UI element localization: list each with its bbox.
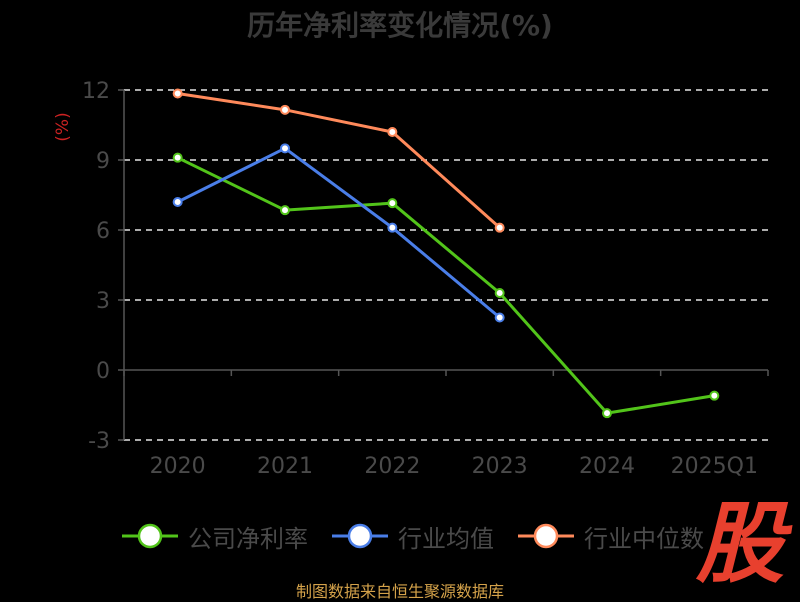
y-tick-label: 9 [96,149,110,174]
data-point [172,88,183,99]
legend-label: 公司净利率 [188,524,308,553]
data-point [172,152,183,163]
data-point [494,222,505,233]
data-point [280,143,290,154]
data-point [280,205,290,216]
axes: 12 9 6 3 0 -3 2020 2021 2022 2023 2024 2025Q1 [82,79,769,479]
y-tick-label: -3 [88,429,110,454]
data-point [387,198,398,209]
y-tick-label: 6 [96,219,110,244]
data-source: 制图数据来自恒生聚源数据库 [295,582,504,601]
legend-item[interactable]: 行业均值 [330,518,494,554]
legend-marker [518,523,574,549]
legend-marker [332,523,388,549]
legend-marker [122,523,178,549]
data-point [709,390,720,401]
x-tick-label: 2021 [257,454,313,479]
data-point [602,408,612,419]
x-tick-label: 2023 [472,454,528,479]
y-axis-label: (%) [53,112,73,141]
data-point [172,197,183,207]
series-line [177,92,501,229]
series-lines [172,88,720,419]
legend-item[interactable]: 行业中位数 [516,518,704,554]
data-point [494,288,505,298]
legend-label: 行业均值 [398,524,494,553]
series-line [176,146,501,319]
y-tick-label: 0 [96,359,110,384]
y-tick-label: 12 [82,79,110,104]
x-tick-label: 2024 [579,454,635,479]
brand-logo: 股 [695,492,784,595]
y-tick-label: 3 [96,289,110,314]
data-point [494,312,505,323]
chart-title: 历年净利率变化情况(%) [247,9,553,42]
legend-item[interactable]: 公司净利率 [120,518,308,554]
data-point [387,222,398,233]
legend: 公司净利率 行业均值 行业中位数 [120,518,704,554]
data-point [387,127,398,137]
x-tick-label: 2025Q1 [671,454,758,479]
series-line [177,156,715,415]
grid-lines [124,89,768,441]
x-tick-label: 2022 [364,454,420,479]
legend-label: 行业中位数 [584,524,704,553]
data-point [280,104,290,115]
x-tick-label: 2020 [150,454,206,479]
